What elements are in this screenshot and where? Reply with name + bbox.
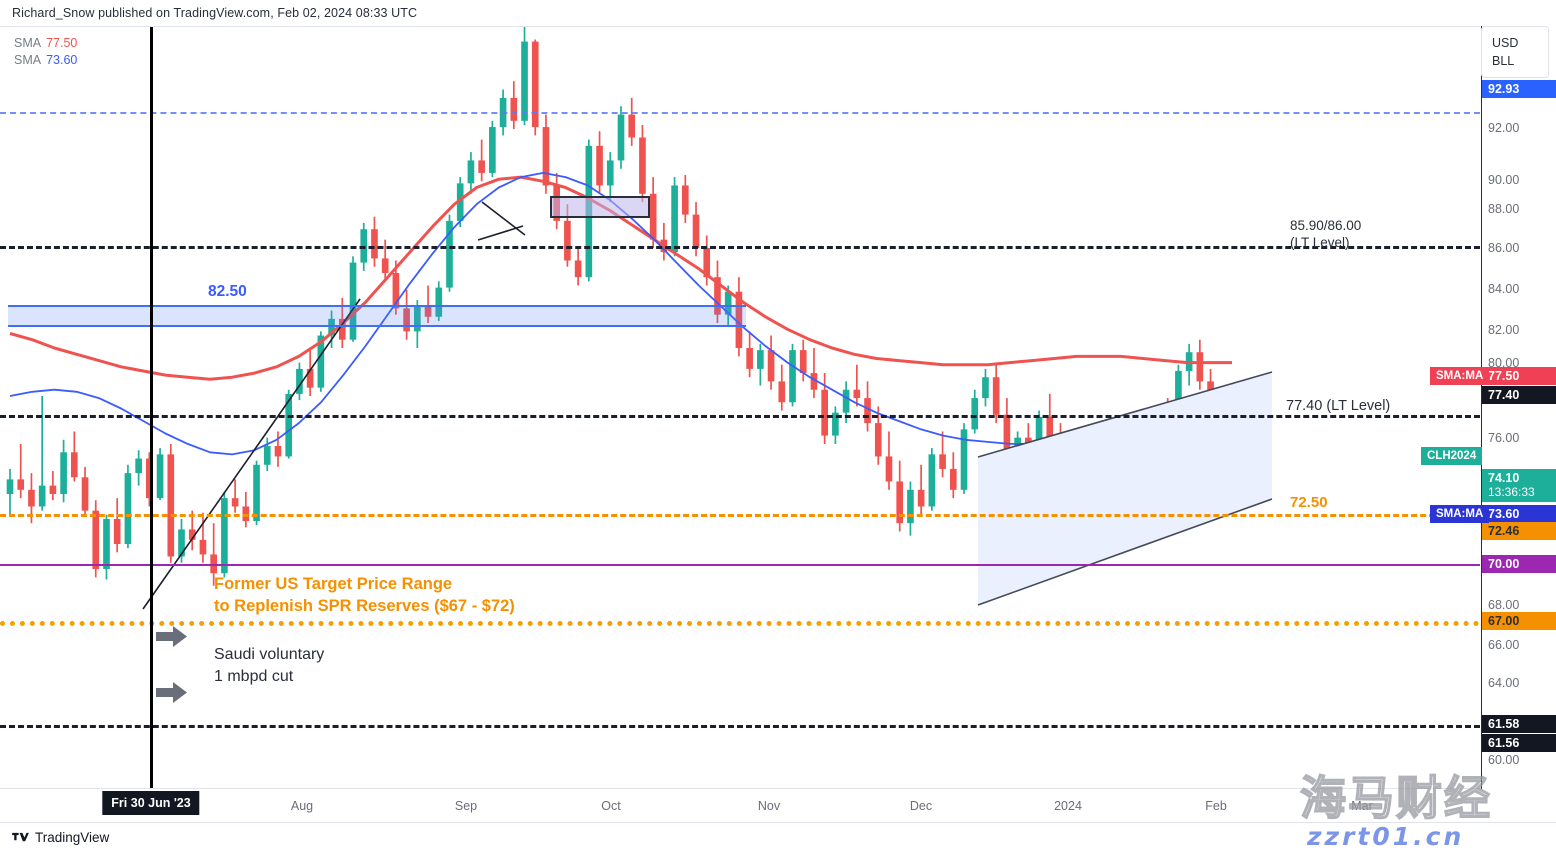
chart-pane[interactable]: SMA 77.50 SMA 73.60 82.50 85.90/86.00 (LT … [0, 26, 1480, 789]
price-badge-orange-level: 72.46 [1482, 522, 1556, 540]
price-badge-sma-slow: 73.60 [1482, 505, 1556, 523]
price-badge-low-b: 61.56 [1482, 734, 1556, 752]
legend-label-sma-slow: SMA [14, 53, 42, 67]
tradingview-brand-label: TradingView [35, 830, 110, 845]
trendline-overlays [142, 201, 526, 610]
legend-row-sma-slow[interactable]: SMA 73.60 [14, 52, 77, 69]
currency-label[interactable]: USD [1492, 36, 1519, 50]
annotation-77-40-lt-level: 77.40 (LT Level) [1286, 398, 1391, 414]
time-tick: Nov [757, 799, 781, 813]
chart-plot-area[interactable]: SMA 77.50 SMA 73.60 82.50 85.90/86.00 (LT … [0, 27, 1480, 788]
time-tick: Dec [909, 799, 933, 813]
tradingview-logo-icon [12, 832, 29, 842]
price-tick: 92.00 [1488, 121, 1520, 135]
arrow-marker-lower [156, 682, 187, 703]
legend-value-sma-slow: 73.60 [46, 53, 78, 67]
unit-label[interactable]: BLL [1492, 54, 1515, 68]
price-tick: 64.00 [1488, 676, 1520, 690]
supply-box [550, 196, 650, 218]
price-badge-sma-fast: 77.50 [1482, 367, 1556, 385]
legend-label-sma-fast: SMA [14, 36, 42, 50]
price-tick: 80.00 [1488, 356, 1520, 370]
price-badge-high: 92.93 [1482, 80, 1556, 98]
pill-symbol: CLH2024 [1421, 447, 1483, 465]
time-tick: 2024 [1054, 799, 1082, 813]
price-tick: 84.00 [1488, 282, 1520, 296]
price-tick: 60.00 [1488, 753, 1520, 767]
pill-sma-fast: SMA:MA [1430, 367, 1490, 385]
time-tick: Aug [290, 799, 314, 813]
annotation-saudi-cut: Saudi voluntary 1 mbpd cut [214, 646, 325, 685]
arrow-marker-upper [156, 626, 187, 647]
legend-row-sma-fast[interactable]: SMA 77.50 [14, 35, 77, 52]
vertical-cursor-line [150, 27, 153, 788]
level-77-40 [0, 415, 1480, 418]
tradingview-footer[interactable]: TradingView [12, 830, 109, 845]
time-tick: Sep [454, 799, 478, 813]
price-tick: 88.00 [1488, 202, 1520, 216]
watermark-url: zzrt01.cn [1307, 822, 1465, 851]
level-72-50 [0, 514, 1480, 517]
currency-unit-box[interactable]: USD BLL [1481, 26, 1549, 78]
time-tick: Mar [1351, 799, 1373, 813]
annotation-72-50: 72.50 [1290, 494, 1328, 511]
last-price-value: 74.10 [1488, 471, 1520, 485]
price-badge-purple-level: 70.00 [1482, 555, 1556, 573]
price-badge-lt-level: 77.40 [1482, 386, 1556, 404]
level-61-57 [0, 725, 1480, 728]
price-axis[interactable]: 92.00 90.00 88.00 86.00 84.00 82.00 80.0… [1481, 26, 1556, 805]
level-92-93 [0, 112, 1480, 114]
publisher-byline: Richard_Snow published on TradingView.co… [12, 6, 418, 20]
annotation-85-90-86-00: 85.90/86.00 (LT Level) [1290, 218, 1362, 250]
price-tick: 76.00 [1488, 431, 1520, 445]
price-badge-low-a: 61.58 [1482, 715, 1556, 733]
indicator-legend[interactable]: SMA 77.50 SMA 73.60 [14, 35, 77, 69]
last-price-countdown: 13:36:33 [1488, 485, 1535, 499]
price-badge-spr-low: 67.00 [1482, 612, 1556, 630]
price-tick: 86.00 [1488, 241, 1520, 255]
level-67-00 [0, 621, 1480, 626]
annotation-spr-range: Former US Target Price Range to Replenis… [214, 575, 515, 615]
price-tick: 68.00 [1488, 598, 1520, 612]
price-badge-last-price: 74.10 13:36:33 [1482, 469, 1556, 502]
time-tick: Feb [1205, 799, 1227, 813]
price-tick: 82.00 [1488, 323, 1520, 337]
pill-sma-slow: SMA:MA [1430, 505, 1490, 523]
price-tick: 90.00 [1488, 173, 1520, 187]
time-tick: Oct [601, 799, 621, 813]
time-axis-highlight: Fri 30 Jun '23 [102, 791, 200, 815]
price-tick: 66.00 [1488, 638, 1520, 652]
level-86-00 [0, 246, 1480, 249]
time-axis[interactable]: Fri 30 Jun '23 Aug Sep Oct Nov Dec 2024 … [0, 789, 1556, 823]
level-70-00 [0, 564, 1480, 566]
annotation-82-50: 82.50 [208, 283, 247, 300]
support-zone-82-50 [8, 305, 746, 327]
legend-value-sma-fast: 77.50 [46, 36, 78, 50]
